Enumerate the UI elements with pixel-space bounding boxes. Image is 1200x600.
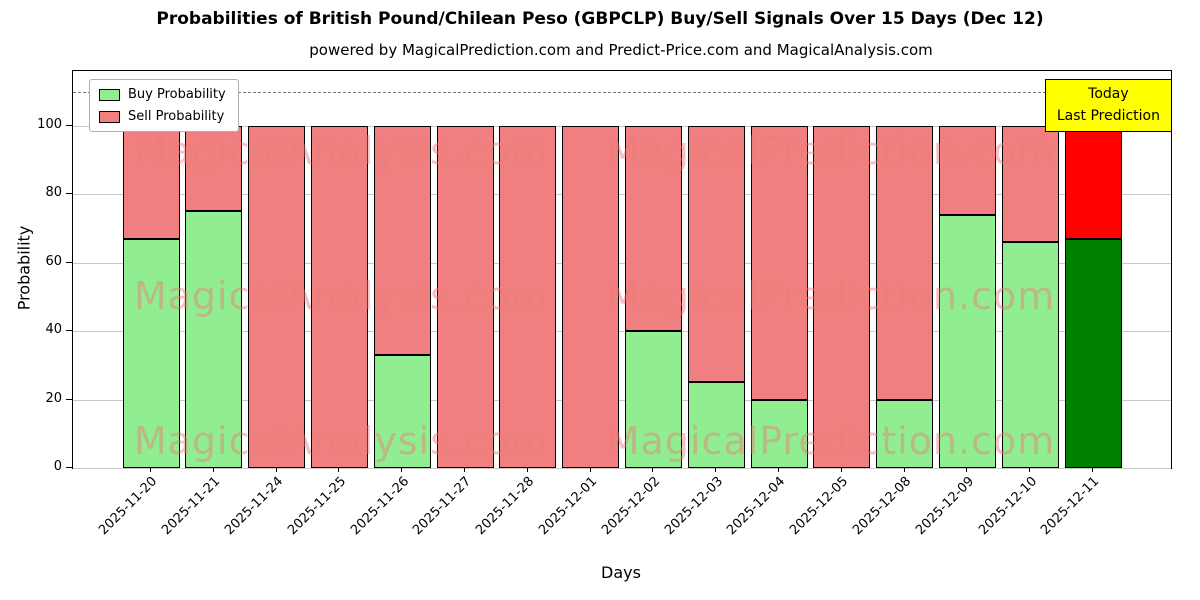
- x-tick-mark: [150, 467, 151, 472]
- today-box-line2: Last Prediction: [1056, 107, 1160, 124]
- bar-segment-buy: [1001, 242, 1059, 468]
- x-tick-mark: [652, 467, 654, 472]
- bar-segment-sell: [1001, 125, 1059, 243]
- x-tick-label: 2025-11-21: [159, 474, 224, 539]
- x-tick-label: 2025-11-25: [284, 474, 350, 539]
- bar-segment-sell: [938, 125, 996, 215]
- x-tick-label: 2025-12-04: [724, 474, 789, 539]
- bar-segment-sell: [248, 125, 306, 468]
- bar-segment-sell: [310, 125, 368, 468]
- x-tick-label: 2025-11-26: [347, 474, 412, 539]
- legend-swatch-buy: [99, 88, 120, 101]
- bar-segment-sell: [373, 125, 431, 356]
- chart-subtitle: powered by MagicalPrediction.com and Pre…: [309, 41, 933, 59]
- legend-item-buy: Buy Probability: [99, 87, 226, 102]
- gridline: [73, 262, 1171, 264]
- gridline: [73, 194, 1171, 196]
- legend-swatch-sell: [99, 110, 120, 123]
- x-tick-mark: [589, 467, 591, 472]
- bar-segment-sell: [122, 125, 180, 239]
- x-tick-mark: [966, 467, 968, 472]
- x-tick-mark: [212, 467, 214, 472]
- x-tick-label: 2025-12-11: [1038, 474, 1103, 539]
- y-tick-label: 0: [53, 459, 62, 474]
- bar-segment-sell: [624, 125, 682, 332]
- y-tick-label: 100: [37, 116, 62, 132]
- bar-segment-buy: [185, 211, 243, 468]
- x-tick-label: 2025-11-20: [96, 474, 161, 539]
- today-box-line1: Today: [1088, 86, 1129, 102]
- gridline: [73, 331, 1171, 333]
- x-axis-label: Days: [601, 563, 641, 582]
- y-tick-label: 60: [45, 253, 62, 269]
- bar-segment-sell: [813, 125, 871, 468]
- legend-item-sell: Sell Probability: [99, 109, 226, 124]
- x-tick-mark: [401, 467, 403, 472]
- x-tick-label: 2025-11-24: [222, 474, 287, 539]
- bar-segment-sell: [436, 125, 494, 468]
- gridline: [73, 125, 1171, 127]
- gridline: [73, 399, 1171, 401]
- y-tick-mark: [66, 193, 72, 195]
- x-tick-mark: [903, 467, 905, 472]
- dashed-threshold-line: [73, 91, 1171, 93]
- x-tick-mark: [464, 467, 465, 472]
- y-tick-mark: [66, 124, 72, 126]
- y-tick-mark: [66, 330, 72, 332]
- legend: Buy Probability Sell Probability: [89, 79, 239, 132]
- gridline: [73, 468, 1171, 469]
- x-tick-label: 2025-12-01: [536, 474, 601, 539]
- y-tick-label: 40: [45, 322, 62, 338]
- bar-segment-buy: [938, 214, 996, 468]
- bar-segment-buy: [122, 238, 180, 468]
- x-tick-label: 2025-12-09: [912, 474, 978, 539]
- x-tick-label: 2025-12-10: [975, 474, 1040, 539]
- plot-area: Buy Probability Sell Probability Today L…: [72, 70, 1172, 469]
- y-tick-mark: [66, 261, 72, 263]
- bar-segment-buy: [373, 355, 431, 468]
- bar-segment-buy: [1064, 238, 1122, 468]
- x-tick-label: 2025-11-27: [410, 474, 475, 539]
- x-tick-label: 2025-12-03: [661, 474, 726, 539]
- y-tick-mark: [66, 398, 72, 400]
- x-tick-label: 2025-11-28: [473, 474, 538, 539]
- bar-segment-sell: [499, 125, 557, 468]
- bar-segment-sell: [562, 125, 620, 468]
- bar-segment-sell: [687, 125, 745, 383]
- bar-segment-sell: [750, 125, 808, 400]
- x-tick-mark: [1029, 467, 1031, 472]
- x-tick-label: 2025-12-05: [787, 474, 852, 539]
- bar-segment-sell: [876, 125, 934, 400]
- x-tick-label: 2025-12-02: [598, 474, 664, 539]
- y-tick-label: 80: [45, 185, 62, 201]
- bar-segment-sell: [185, 125, 243, 212]
- bar-segment-buy: [750, 399, 808, 468]
- x-tick-mark: [715, 467, 717, 472]
- bar-segment-sell: [1064, 125, 1122, 239]
- y-tick-label: 20: [45, 390, 62, 406]
- x-tick-mark: [275, 467, 277, 472]
- x-tick-mark: [338, 467, 340, 472]
- x-tick-label: 2025-12-08: [850, 474, 915, 539]
- chart-title: Probabilities of British Pound/Chilean P…: [156, 9, 1044, 29]
- x-tick-mark: [840, 467, 842, 472]
- bar-segment-buy: [624, 331, 682, 468]
- x-tick-mark: [778, 467, 779, 472]
- bar-segment-buy: [687, 382, 745, 468]
- legend-label-buy: Buy Probability: [128, 87, 226, 102]
- y-tick-mark: [66, 467, 72, 468]
- bar-segment-buy: [876, 399, 934, 468]
- x-tick-mark: [526, 467, 528, 472]
- legend-label-sell: Sell Probability: [128, 109, 225, 124]
- today-box: Today Last Prediction: [1044, 79, 1172, 133]
- x-tick-mark: [1092, 467, 1093, 472]
